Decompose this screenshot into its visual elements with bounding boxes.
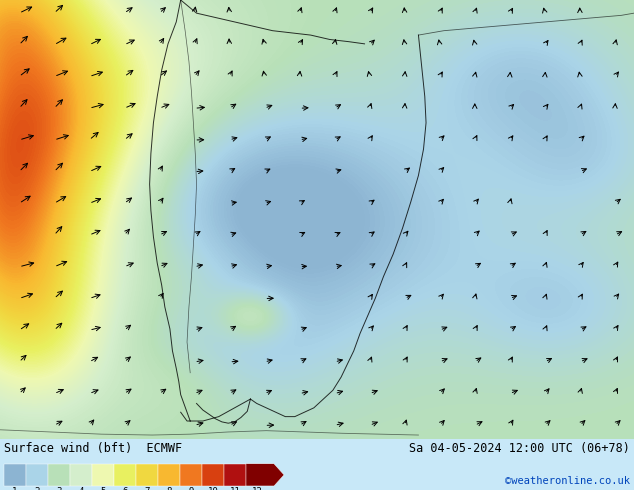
Text: 7: 7 <box>145 487 150 490</box>
Text: Sa 04-05-2024 12:00 UTC (06+78): Sa 04-05-2024 12:00 UTC (06+78) <box>409 441 630 455</box>
Text: 12: 12 <box>252 487 262 490</box>
Text: 9: 9 <box>188 487 194 490</box>
Bar <box>180 464 202 486</box>
Text: ©weatheronline.co.uk: ©weatheronline.co.uk <box>505 476 630 486</box>
Bar <box>4 464 26 486</box>
Bar <box>92 464 114 486</box>
Text: 4: 4 <box>79 487 84 490</box>
Text: 5: 5 <box>100 487 106 490</box>
Bar <box>158 464 180 486</box>
Bar <box>48 464 70 486</box>
Bar <box>70 464 92 486</box>
Text: 2: 2 <box>34 487 40 490</box>
Text: 10: 10 <box>207 487 218 490</box>
Text: 3: 3 <box>56 487 61 490</box>
Bar <box>26 464 48 486</box>
Text: 8: 8 <box>166 487 172 490</box>
Bar <box>224 464 246 486</box>
Bar <box>114 464 136 486</box>
Text: 1: 1 <box>12 487 18 490</box>
Bar <box>136 464 158 486</box>
Text: Surface wind (bft)  ECMWF: Surface wind (bft) ECMWF <box>4 441 182 455</box>
FancyArrow shape <box>246 464 284 486</box>
Text: 6: 6 <box>122 487 127 490</box>
Bar <box>202 464 224 486</box>
Text: 11: 11 <box>230 487 240 490</box>
